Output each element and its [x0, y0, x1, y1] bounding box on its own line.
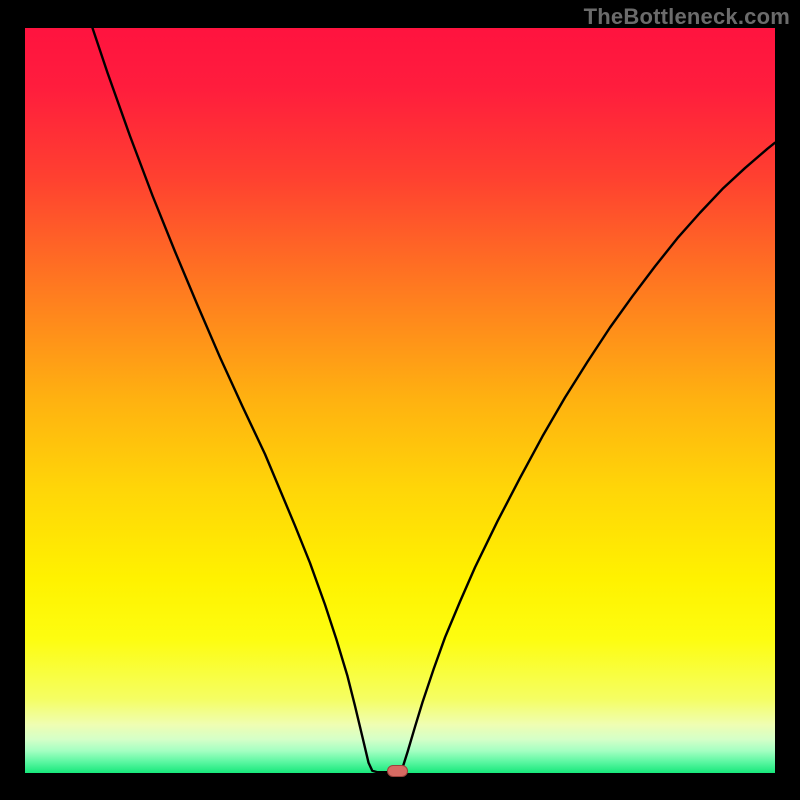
- optimum-marker: [387, 765, 409, 777]
- plot-svg: [25, 28, 775, 773]
- source-watermark: TheBottleneck.com: [584, 4, 790, 30]
- chart-container: TheBottleneck.com: [0, 0, 800, 800]
- gradient-background: [25, 28, 775, 773]
